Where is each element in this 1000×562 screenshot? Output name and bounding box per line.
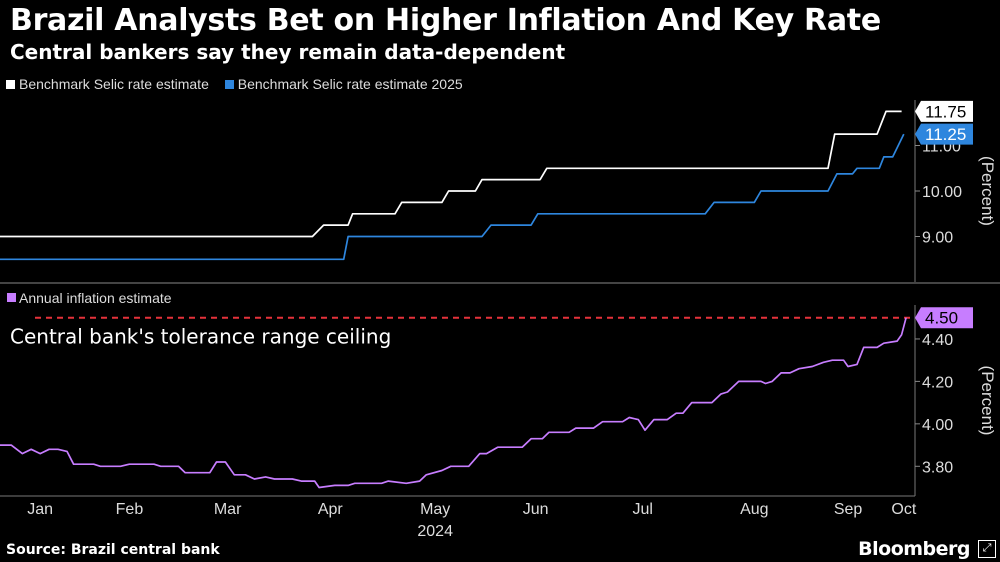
selic-legend: Benchmark Selic rate estimate Benchmark … (6, 76, 475, 92)
expand-icon[interactable]: ⤢ (978, 540, 996, 558)
inflation-last-value-badge-0 (915, 307, 973, 329)
inflation-panel: 3.80 4.00 4.20 4.40 (Percent) Central bank's … (0, 290, 997, 540)
x-tick-label: May (420, 501, 450, 518)
legend-swatch-selic-2025 (224, 80, 234, 89)
legend-swatch-inflation (7, 293, 16, 302)
x-tick-label: Oct (891, 501, 916, 518)
x-tick-label: Jan (27, 501, 53, 518)
inflation-last-value-label-0: 4.50 (925, 309, 958, 328)
selic-y-axis-label: (Percent) (978, 156, 997, 226)
x-tick-label: Jun (523, 501, 549, 518)
inflation-y-tick-label: 3.80 (922, 459, 953, 476)
x-tick-label: Jul (633, 501, 653, 518)
selic-y-tick-label: 9.00 (922, 230, 953, 247)
selic-last-value-label-1: 11.25 (925, 125, 966, 144)
selic-series-line-1 (0, 133, 905, 261)
legend-item-selic-2025: Benchmark Selic rate estimate 2025 (224, 76, 463, 92)
bloomberg-logo: Bloomberg (858, 538, 970, 560)
x-tick-label: Mar (214, 501, 242, 518)
legend-label-inflation: Annual inflation estimate (19, 290, 172, 306)
chart-title: Brazil Analysts Bet on Higher Inflation … (10, 3, 881, 38)
x-tick-label: Sep (834, 501, 863, 518)
legend-label-selic: Benchmark Selic rate estimate (19, 76, 209, 92)
x-tick-label: Aug (740, 501, 768, 518)
selic-series-line-0 (0, 110, 902, 238)
selic-last-value-badge-1 (915, 123, 973, 145)
inflation-y-tick-label: 4.20 (922, 374, 953, 391)
x-year-label: 2024 (417, 523, 453, 540)
legend-swatch-selic (6, 80, 15, 89)
selic-y-tick-label: 10.00 (922, 184, 962, 201)
x-tick-label: Feb (116, 501, 144, 518)
x-tick-label: Apr (318, 501, 344, 518)
inflation-y-axis-label: (Percent) (978, 366, 997, 436)
selic-last-value-label-0: 11.75 (925, 102, 966, 121)
inflation-y-tick-label: 4.40 (922, 332, 953, 349)
ceiling-annotation: Central bank's tolerance range ceiling (10, 325, 391, 349)
source-note: Source: Brazil central bank (6, 542, 220, 558)
inflation-series-line-0 (0, 317, 907, 489)
inflation-y-tick-label: 4.00 (922, 417, 953, 434)
legend-label-selic-2025: Benchmark Selic rate estimate 2025 (237, 76, 463, 92)
chart-subtitle: Central bankers say they remain data-dep… (10, 40, 566, 64)
legend-item-selic: Benchmark Selic rate estimate (6, 76, 209, 92)
selic-last-value-badge-0 (915, 100, 973, 122)
